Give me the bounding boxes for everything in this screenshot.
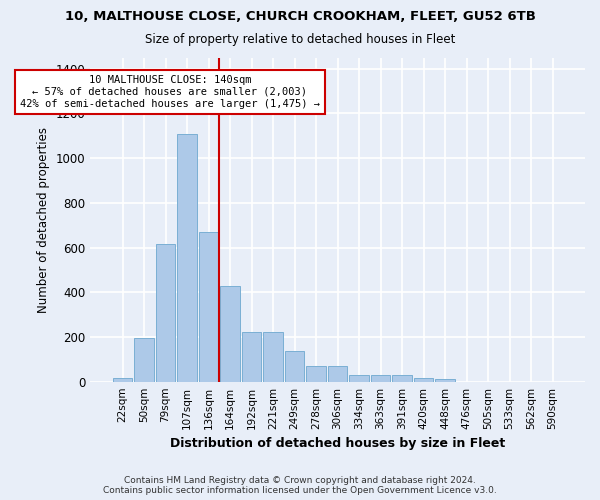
Bar bbox=[349, 374, 369, 382]
Bar bbox=[177, 134, 197, 382]
Bar bbox=[435, 379, 455, 382]
X-axis label: Distribution of detached houses by size in Fleet: Distribution of detached houses by size … bbox=[170, 437, 505, 450]
Bar bbox=[242, 332, 262, 382]
Bar bbox=[413, 378, 433, 382]
Text: 10 MALTHOUSE CLOSE: 140sqm
← 57% of detached houses are smaller (2,003)
42% of s: 10 MALTHOUSE CLOSE: 140sqm ← 57% of deta… bbox=[20, 76, 320, 108]
Bar bbox=[155, 244, 175, 382]
Bar bbox=[263, 332, 283, 382]
Bar bbox=[371, 375, 391, 382]
Text: Contains HM Land Registry data © Crown copyright and database right 2024.
Contai: Contains HM Land Registry data © Crown c… bbox=[103, 476, 497, 495]
Bar bbox=[284, 352, 304, 382]
Y-axis label: Number of detached properties: Number of detached properties bbox=[37, 126, 50, 312]
Text: 10, MALTHOUSE CLOSE, CHURCH CROOKHAM, FLEET, GU52 6TB: 10, MALTHOUSE CLOSE, CHURCH CROOKHAM, FL… bbox=[65, 10, 535, 23]
Bar bbox=[199, 232, 218, 382]
Bar bbox=[328, 366, 347, 382]
Bar bbox=[306, 366, 326, 382]
Text: Size of property relative to detached houses in Fleet: Size of property relative to detached ho… bbox=[145, 32, 455, 46]
Bar bbox=[113, 378, 133, 382]
Bar bbox=[392, 376, 412, 382]
Bar bbox=[220, 286, 240, 382]
Bar bbox=[134, 338, 154, 382]
